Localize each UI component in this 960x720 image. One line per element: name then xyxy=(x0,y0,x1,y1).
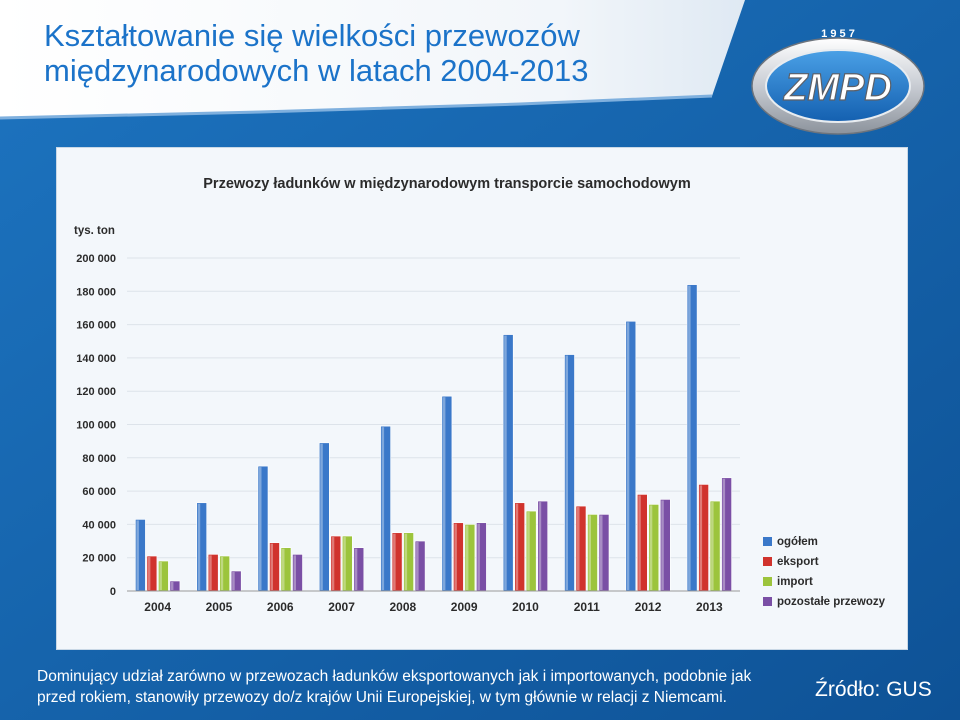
y-tick-label: 140 000 xyxy=(76,353,116,365)
bar-highlight xyxy=(404,533,408,590)
bar-highlight xyxy=(454,523,457,590)
bar-highlight xyxy=(259,467,262,590)
legend-swatch xyxy=(763,557,772,566)
caption-line2: przed rokiem, stanowiły przewozy do/z kr… xyxy=(37,689,727,706)
x-tick-label: 2009 xyxy=(451,600,478,614)
bar-highlight xyxy=(699,485,703,590)
bar-highlight xyxy=(577,507,580,590)
y-axis-ticks: 0 20 000 40 000 60 000 80 000 100 000 120 000 1… xyxy=(76,253,116,598)
bar-highlight xyxy=(477,523,480,590)
y-tick-label: 180 000 xyxy=(76,286,116,298)
bar-highlight xyxy=(515,503,519,590)
zmpd-logo: 1 9 5 7 ZMPD xyxy=(751,28,925,135)
bar-highlight xyxy=(220,557,224,590)
x-tick-label: 2008 xyxy=(389,600,416,614)
legend-swatch xyxy=(763,537,772,546)
y-tick-label: 200 000 xyxy=(76,253,116,265)
bars xyxy=(135,284,732,592)
legend-label: ogółem xyxy=(777,536,818,548)
bar-highlight xyxy=(588,515,591,590)
slide-title-line2: międzynarodowych w latach 2004-2013 xyxy=(44,53,589,88)
chart-frame: Przewozy ładunków w międzynarodowym tran… xyxy=(56,147,908,650)
bar-highlight xyxy=(381,427,385,590)
legend-label: pozostałe przewozy xyxy=(777,596,886,608)
bar-highlight xyxy=(538,502,542,590)
y-tick-label: 160 000 xyxy=(76,320,116,332)
bar-chart: Przewozy ładunków w międzynarodowym tran… xyxy=(74,176,886,614)
bar-highlight xyxy=(159,562,162,590)
slide-title-line1: Kształtowanie się wielkości przewozów xyxy=(44,18,580,53)
bar-highlight xyxy=(638,495,641,590)
bar-highlight xyxy=(320,443,323,590)
bar-highlight xyxy=(270,543,273,590)
x-tick-label: 2005 xyxy=(206,600,233,614)
x-tick-label: 2006 xyxy=(267,600,294,614)
y-tick-label: 120 000 xyxy=(76,386,116,398)
legend: ogółem eksport import pozostałe przewozy xyxy=(763,536,886,608)
bar-highlight xyxy=(232,572,235,590)
chart-caption: Dominujący udział zarówno w przewozach ł… xyxy=(37,666,817,708)
bar-highlight xyxy=(600,515,603,590)
bar-highlight xyxy=(722,478,726,590)
x-tick-label: 2004 xyxy=(144,600,171,614)
bar-highlight xyxy=(354,548,358,590)
bar-highlight xyxy=(209,555,212,590)
bar-highlight xyxy=(661,500,664,590)
caption-line1: Dominujący udział zarówno w przewozach ł… xyxy=(37,668,752,685)
y-tick-label: 60 000 xyxy=(82,486,116,498)
bar-highlight xyxy=(626,322,630,590)
y-tick-label: 80 000 xyxy=(82,453,116,465)
bar-highlight xyxy=(688,285,691,590)
logo-text: ZMPD xyxy=(783,67,892,109)
bar-highlight xyxy=(197,503,201,590)
bar-highlight xyxy=(504,335,507,590)
legend-label: import xyxy=(777,576,813,588)
bar-highlight xyxy=(170,582,174,590)
x-axis-ticks: 2004 2005 2006 2007 2008 2009 2010 2011 2012 2013 xyxy=(144,600,723,614)
bar-highlight xyxy=(136,520,139,590)
bar-highlight xyxy=(293,555,296,590)
bar-highlight xyxy=(711,502,714,590)
source-note: Źródło: GUS xyxy=(815,678,932,701)
x-tick-label: 2012 xyxy=(635,600,662,614)
legend-swatch xyxy=(763,577,772,586)
legend-label: eksport xyxy=(777,556,819,568)
y-tick-label: 40 000 xyxy=(82,519,116,531)
bar-highlight xyxy=(527,512,530,590)
y-tick-label: 0 xyxy=(110,586,116,598)
chart-title: Przewozy ładunków w międzynarodowym tran… xyxy=(203,176,690,192)
bar-highlight xyxy=(393,533,396,590)
bar-highlight xyxy=(565,355,568,590)
legend-swatch xyxy=(763,597,772,606)
bar-highlight xyxy=(465,525,469,590)
slide-title: Kształtowanie się wielkości przewozów mi… xyxy=(44,18,704,88)
logo-year: 1 9 5 7 xyxy=(821,28,855,40)
x-tick-label: 2010 xyxy=(512,600,539,614)
bar-highlight xyxy=(442,397,446,590)
bar-highlight xyxy=(282,548,285,590)
bar-highlight xyxy=(331,537,335,590)
y-axis-label: tys. ton xyxy=(74,225,115,237)
bar-highlight xyxy=(147,557,151,590)
bar-highlight xyxy=(416,542,419,590)
y-tick-label: 20 000 xyxy=(82,553,116,565)
x-tick-label: 2007 xyxy=(328,600,355,614)
bar-highlight xyxy=(343,537,346,590)
bar-highlight xyxy=(649,505,653,590)
y-tick-label: 100 000 xyxy=(76,420,116,432)
gridlines xyxy=(127,257,740,559)
x-tick-label: 2011 xyxy=(574,600,600,614)
x-tick-label: 2013 xyxy=(696,600,723,614)
